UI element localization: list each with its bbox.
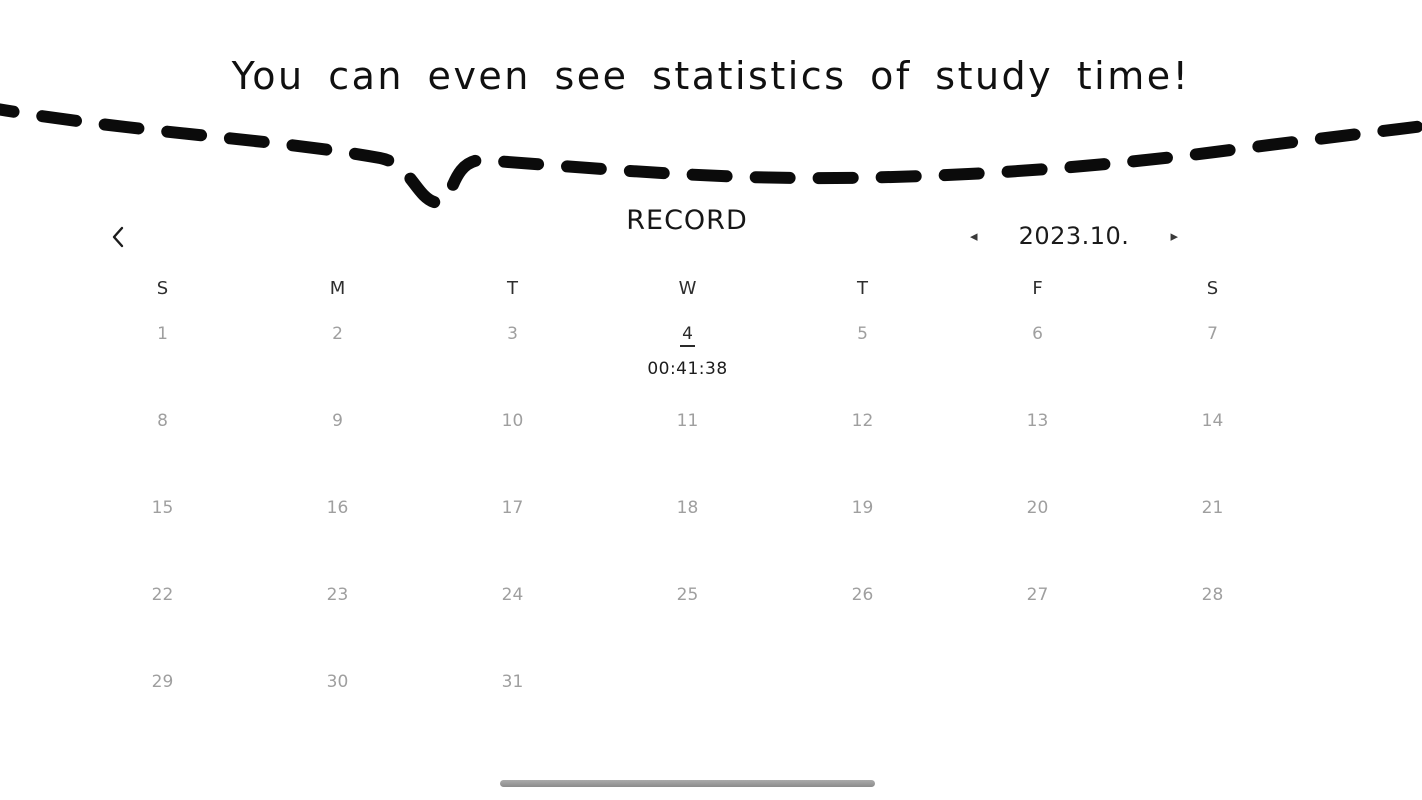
day-number: 2 bbox=[332, 324, 343, 344]
day-cell[interactable]: 7 bbox=[1125, 306, 1300, 393]
week-row: 29 30 31 bbox=[75, 654, 1300, 741]
day-number: 11 bbox=[676, 411, 699, 431]
day-number: 12 bbox=[851, 411, 874, 431]
day-number: 24 bbox=[501, 585, 524, 605]
day-cell[interactable]: 29 bbox=[75, 654, 250, 741]
day-cell[interactable]: 19 bbox=[775, 480, 950, 567]
day-number: 27 bbox=[1026, 585, 1049, 605]
day-number: 4 bbox=[680, 324, 695, 347]
back-button[interactable] bbox=[100, 218, 138, 256]
day-number: 8 bbox=[157, 411, 168, 431]
day-cell[interactable]: 9 bbox=[250, 393, 425, 480]
day-cell[interactable]: 26 bbox=[775, 567, 950, 654]
day-number: 6 bbox=[1032, 324, 1043, 344]
weekday-cell: T bbox=[857, 278, 868, 299]
day-cell[interactable]: 2 bbox=[250, 306, 425, 393]
day-number: 30 bbox=[326, 672, 349, 692]
next-month-button[interactable]: ▸ bbox=[1166, 227, 1182, 246]
day-number: 14 bbox=[1201, 411, 1224, 431]
day-number: 13 bbox=[1026, 411, 1049, 431]
week-row: 15 16 17 18 19 20 21 bbox=[75, 480, 1300, 567]
weekday-cell: M bbox=[329, 278, 346, 299]
week-row: 8 9 10 11 12 13 14 bbox=[75, 393, 1300, 480]
triangle-right-icon: ▸ bbox=[1170, 227, 1178, 245]
day-cell[interactable]: 21 bbox=[1125, 480, 1300, 567]
chevron-left-icon bbox=[112, 226, 124, 248]
triangle-left-icon: ◂ bbox=[970, 227, 978, 245]
weekday-cell: W bbox=[678, 278, 697, 299]
day-number: 28 bbox=[1201, 585, 1224, 605]
tagline: You can even see statistics of study tim… bbox=[231, 54, 1191, 98]
day-cell[interactable]: 17 bbox=[425, 480, 600, 567]
bottom-handle-bar[interactable] bbox=[500, 780, 875, 787]
day-number: 7 bbox=[1207, 324, 1218, 344]
day-number: 9 bbox=[332, 411, 343, 431]
day-cell[interactable]: 27 bbox=[950, 567, 1125, 654]
day-cell[interactable]: 23 bbox=[250, 567, 425, 654]
day-number: 22 bbox=[151, 585, 174, 605]
day-cell[interactable]: 25 bbox=[600, 567, 775, 654]
day-cell[interactable]: 8 bbox=[75, 393, 250, 480]
day-cell[interactable]: 3 bbox=[425, 306, 600, 393]
day-cell[interactable]: 15 bbox=[75, 480, 250, 567]
day-number: 5 bbox=[857, 324, 868, 344]
day-cell[interactable]: 6 bbox=[950, 306, 1125, 393]
weekday-cell: S bbox=[156, 278, 169, 299]
day-cell[interactable]: 10 bbox=[425, 393, 600, 480]
day-cell[interactable]: 16 bbox=[250, 480, 425, 567]
month-label: 2023.10. bbox=[1018, 222, 1130, 250]
day-cell[interactable]: 11 bbox=[600, 393, 775, 480]
day-number: 26 bbox=[851, 585, 874, 605]
day-cell[interactable]: 12 bbox=[775, 393, 950, 480]
week-row: 1 2 3 4 00:41:38 5 6 7 bbox=[75, 306, 1300, 393]
day-number: 3 bbox=[507, 324, 518, 344]
day-number: 16 bbox=[326, 498, 349, 518]
day-cell[interactable]: 1 bbox=[75, 306, 250, 393]
day-cell[interactable]: 31 bbox=[425, 654, 600, 741]
day-cell bbox=[600, 654, 775, 741]
day-cell bbox=[1125, 654, 1300, 741]
weekday-cell: F bbox=[1032, 278, 1043, 299]
prev-month-button[interactable]: ◂ bbox=[966, 227, 982, 246]
day-number: 29 bbox=[151, 672, 174, 692]
weekday-cell: T bbox=[507, 278, 518, 299]
hand-drawn-dashed-divider bbox=[0, 103, 1422, 209]
day-cell[interactable]: 5 bbox=[775, 306, 950, 393]
day-cell[interactable]: 14 bbox=[1125, 393, 1300, 480]
day-number: 31 bbox=[501, 672, 524, 692]
study-time-label: 00:41:38 bbox=[647, 359, 728, 379]
day-cell[interactable]: 20 bbox=[950, 480, 1125, 567]
day-number: 15 bbox=[151, 498, 174, 518]
day-cell[interactable]: 22 bbox=[75, 567, 250, 654]
day-number: 1 bbox=[157, 324, 168, 344]
month-navigation: ◂ 2023.10. ▸ bbox=[966, 216, 1182, 256]
day-number: 20 bbox=[1026, 498, 1049, 518]
week-row: 22 23 24 25 26 27 28 bbox=[75, 567, 1300, 654]
day-cell[interactable]: 4 00:41:38 bbox=[600, 306, 775, 393]
record-title: RECORD bbox=[626, 205, 748, 236]
day-cell[interactable]: 13 bbox=[950, 393, 1125, 480]
day-cell bbox=[775, 654, 950, 741]
day-number: 19 bbox=[851, 498, 874, 518]
day-cell bbox=[950, 654, 1125, 741]
day-number: 18 bbox=[676, 498, 699, 518]
day-cell[interactable]: 30 bbox=[250, 654, 425, 741]
day-number: 17 bbox=[501, 498, 524, 518]
day-cell[interactable]: 28 bbox=[1125, 567, 1300, 654]
day-number: 23 bbox=[326, 585, 349, 605]
day-cell[interactable]: 18 bbox=[600, 480, 775, 567]
day-cell[interactable]: 24 bbox=[425, 567, 600, 654]
day-number: 10 bbox=[501, 411, 524, 431]
day-number: 25 bbox=[676, 585, 699, 605]
calendar-grid: 1 2 3 4 00:41:38 5 6 7 8 9 10 11 12 13 14 15 16 17 18 19 20 2… bbox=[75, 306, 1300, 741]
weekday-cell: S bbox=[1206, 278, 1219, 299]
day-number: 21 bbox=[1201, 498, 1224, 518]
